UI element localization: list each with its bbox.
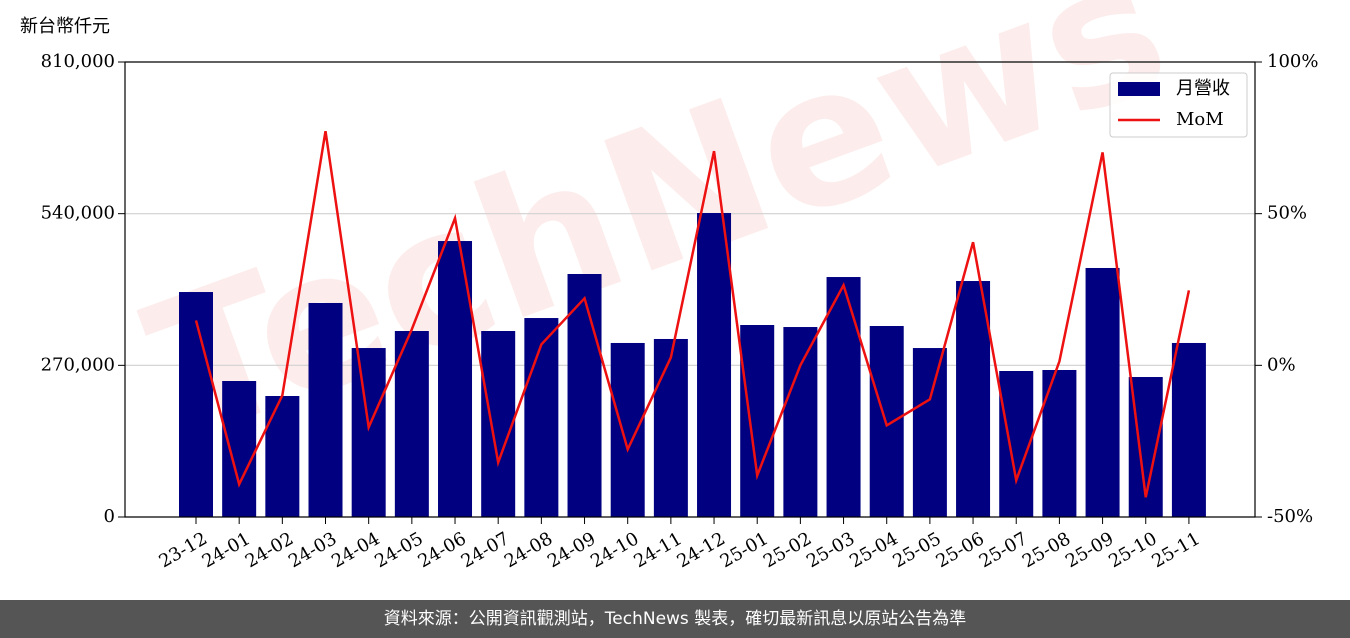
bar bbox=[826, 277, 861, 517]
x-tick-label: 25-09 bbox=[1062, 528, 1117, 572]
x-tick-label: 24-07 bbox=[458, 528, 513, 572]
x-tick-label: 24-05 bbox=[371, 528, 426, 572]
x-tick-label: 24-09 bbox=[544, 528, 599, 572]
x-tick-label: 24-08 bbox=[501, 528, 556, 572]
y-tick-label: 0 bbox=[104, 506, 115, 527]
legend-swatch bbox=[1118, 82, 1160, 96]
x-tick-label: 25-04 bbox=[846, 528, 901, 572]
y2-tick-label: 50% bbox=[1267, 203, 1307, 224]
bar bbox=[999, 371, 1034, 517]
bar bbox=[697, 212, 732, 517]
y-tick-label: 270,000 bbox=[41, 354, 115, 375]
x-tick-label: 24-12 bbox=[673, 528, 728, 572]
y2-tick-label: 0% bbox=[1267, 354, 1296, 375]
plot-frame bbox=[124, 61, 1256, 518]
y-tick-label: 810,000 bbox=[41, 51, 115, 72]
bar bbox=[222, 381, 257, 517]
bar bbox=[1171, 342, 1206, 517]
bar bbox=[481, 331, 516, 517]
bar bbox=[912, 348, 947, 517]
bar bbox=[265, 396, 300, 517]
bar bbox=[179, 292, 213, 517]
x-tick-label: 25-02 bbox=[760, 528, 815, 572]
x-tick-label: 25-08 bbox=[1019, 528, 1074, 572]
y2-tick-label: 100% bbox=[1267, 51, 1318, 72]
bar bbox=[740, 325, 775, 517]
x-tick-label: 24-04 bbox=[328, 528, 383, 572]
legend-label: MoM bbox=[1176, 109, 1224, 130]
footer: 資料來源：公開資訊觀測站，TechNews 製表，確切最新訊息以原站公告為準 bbox=[0, 600, 1350, 638]
x-tick-label: 24-10 bbox=[587, 528, 642, 572]
x-tick-label: 24-03 bbox=[285, 528, 340, 572]
chart: 新台幣仟元 TechNews 0270,000540,000810,000-50… bbox=[20, 0, 1318, 572]
bar bbox=[653, 338, 688, 517]
x-tick-label: 25-03 bbox=[803, 528, 858, 572]
x-tick-label: 24-11 bbox=[630, 528, 685, 572]
y-tick-label: 540,000 bbox=[41, 203, 115, 224]
x-tick-label: 25-11 bbox=[1148, 528, 1203, 572]
x-tick-label: 24-06 bbox=[414, 528, 469, 572]
bar bbox=[567, 273, 602, 517]
x-tick-label: 23-12 bbox=[155, 528, 210, 572]
x-tick-label: 24-02 bbox=[242, 528, 297, 572]
bar bbox=[783, 327, 818, 517]
x-tick-label: 25-06 bbox=[933, 528, 988, 572]
line bbox=[194, 130, 1191, 498]
x-tick-label: 25-10 bbox=[1105, 528, 1160, 572]
bar bbox=[956, 281, 991, 517]
x-tick-label: 24-01 bbox=[199, 528, 254, 572]
bar bbox=[308, 302, 343, 517]
x-tick-label: 25-07 bbox=[976, 528, 1031, 572]
bar bbox=[524, 318, 559, 517]
bar bbox=[610, 342, 645, 517]
y-axis-label: 新台幣仟元 bbox=[20, 16, 110, 37]
bar bbox=[1085, 267, 1120, 517]
bar bbox=[394, 331, 429, 517]
y2-tick-label: -50% bbox=[1267, 506, 1313, 527]
x-tick-label: 25-01 bbox=[717, 528, 772, 572]
x-tick-label: 25-05 bbox=[889, 528, 944, 572]
legend-label: 月營收 bbox=[1176, 78, 1230, 99]
bar bbox=[351, 348, 386, 517]
